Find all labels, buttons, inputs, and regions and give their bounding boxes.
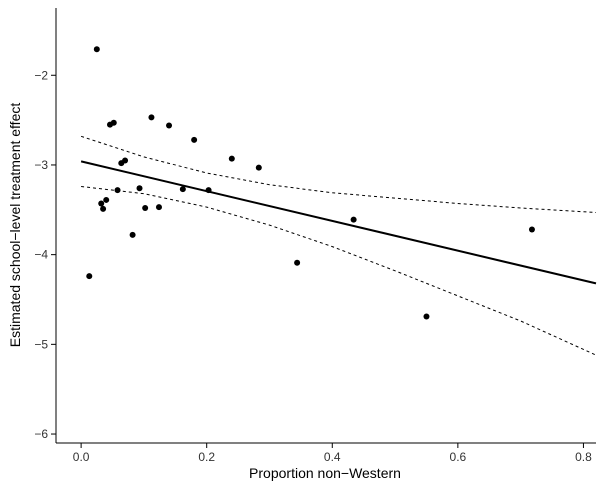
ci-upper-line: [80, 135, 597, 213]
data-point: [93, 46, 100, 53]
y-tick-label: −3: [34, 158, 48, 172]
x-tick-label: 0.0: [73, 450, 90, 464]
data-point: [148, 114, 155, 121]
data-point: [103, 196, 110, 203]
data-point: [100, 205, 107, 212]
confidence-band-lines: [80, 135, 597, 356]
data-point: [205, 187, 212, 194]
data-point: [155, 204, 162, 211]
data-point: [110, 119, 117, 126]
data-point: [86, 273, 93, 280]
x-tick-label: 0.6: [450, 450, 467, 464]
x-ticks: 0.0 0.2 0.4 0.6 0.8: [73, 443, 592, 464]
data-point: [228, 155, 235, 162]
data-point: [191, 136, 198, 143]
data-point: [179, 186, 186, 193]
data-point: [142, 205, 149, 212]
data-point: [166, 122, 173, 129]
y-tick-label: −2: [34, 68, 48, 82]
y-tick-label: −5: [34, 337, 48, 351]
regression-fit-line: [80, 160, 597, 285]
x-tick-label: 0.4: [324, 450, 341, 464]
ci-lower-line: [81, 186, 597, 356]
data-point: [294, 259, 301, 266]
data-point: [350, 216, 357, 223]
x-tick-label: 0.2: [198, 450, 215, 464]
axes: [55, 8, 596, 444]
y-tick-label: −6: [34, 427, 48, 441]
y-axis-title: Estimated school−level treatment effect: [7, 103, 23, 348]
y-ticks: −2 −3 −4 −5 −6: [34, 68, 56, 441]
data-points: [86, 46, 535, 320]
fit-line-group: [80, 160, 597, 285]
data-point: [255, 164, 262, 171]
x-axis-title: Proportion non−Western: [249, 465, 401, 481]
data-point: [136, 185, 143, 192]
x-tick-label: 0.8: [575, 450, 592, 464]
data-point: [528, 226, 535, 233]
data-point: [129, 231, 136, 238]
data-point: [98, 200, 105, 207]
data-point: [122, 157, 129, 164]
y-tick-label: −4: [34, 248, 48, 262]
data-point: [114, 187, 121, 194]
data-point: [423, 313, 430, 320]
